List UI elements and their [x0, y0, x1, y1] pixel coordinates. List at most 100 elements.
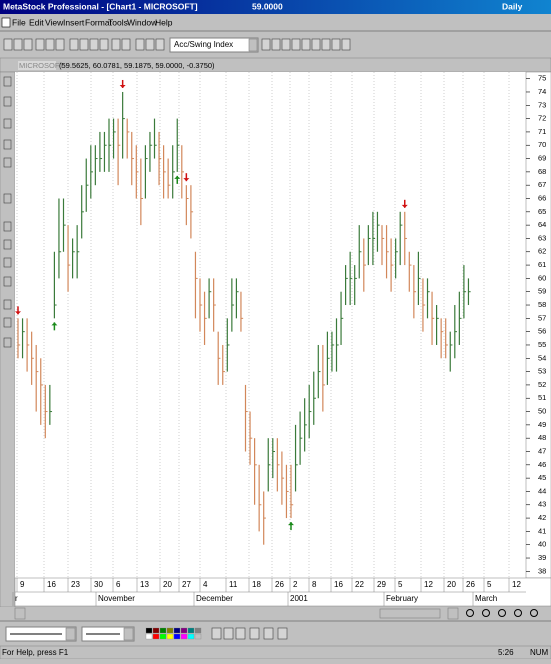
month-label: December	[196, 594, 233, 603]
signal-arrow	[401, 204, 408, 208]
y-tick-label: 73	[538, 100, 546, 109]
palette-color[interactable]	[159, 627, 167, 634]
tool-button[interactable]	[155, 38, 165, 51]
plot-area	[15, 72, 526, 578]
draw-tool[interactable]	[3, 221, 12, 232]
palette-color[interactable]	[166, 627, 174, 634]
tool-button[interactable]	[35, 38, 45, 51]
tool-button[interactable]	[3, 38, 13, 51]
combo-arrow[interactable]	[248, 38, 258, 52]
draw-tool[interactable]	[3, 96, 12, 107]
tool-button[interactable]	[55, 38, 65, 51]
tool-button[interactable]	[271, 38, 281, 51]
x-tick-label: 4	[203, 580, 208, 589]
draw-tool[interactable]	[3, 337, 12, 348]
menu-item[interactable]: Tools	[108, 17, 128, 27]
draw-tool[interactable]	[3, 118, 12, 129]
menu-item[interactable]: Window	[127, 17, 158, 27]
tool-button[interactable]	[321, 38, 331, 51]
toolbar	[3, 38, 351, 51]
tool-button[interactable]	[89, 38, 99, 51]
palette-color[interactable]	[194, 627, 202, 634]
palette-color[interactable]	[166, 633, 174, 640]
status-help: For Help, press F1	[2, 648, 69, 657]
x-tick-label: 30	[94, 580, 103, 589]
palette-color[interactable]	[159, 633, 167, 640]
tool-button[interactable]	[69, 38, 79, 51]
palette-color[interactable]	[180, 627, 188, 634]
palette-color[interactable]	[145, 627, 153, 634]
scroll-left[interactable]	[14, 607, 26, 620]
zoom-btn[interactable]	[482, 609, 490, 617]
month-label: 2001	[290, 594, 308, 603]
tool-button[interactable]	[211, 627, 222, 640]
tool-button[interactable]	[291, 38, 301, 51]
tool-button[interactable]	[135, 38, 145, 51]
tool-button[interactable]	[235, 627, 246, 640]
plot: 3839404142434445464748495051525354555657…	[12, 72, 546, 606]
menu-item[interactable]: View	[45, 17, 64, 27]
tool-button[interactable]	[277, 627, 288, 640]
doc-icon	[1, 17, 11, 28]
zoom-btn[interactable]	[466, 609, 474, 617]
scrollbar[interactable]	[0, 607, 551, 620]
zoom-btn[interactable]	[530, 609, 538, 617]
scroll-thumb[interactable]	[379, 608, 441, 619]
menu-item[interactable]: Format	[85, 17, 113, 27]
tool-button[interactable]	[301, 38, 311, 51]
tool-button[interactable]	[263, 627, 274, 640]
draw-tool[interactable]	[3, 317, 12, 328]
palette-color[interactable]	[180, 633, 188, 640]
tool-button[interactable]	[45, 38, 55, 51]
draw-tool[interactable]	[3, 193, 12, 204]
y-tick-label: 47	[538, 446, 546, 455]
menu-item[interactable]: Help	[155, 17, 173, 27]
tool-button[interactable]	[281, 38, 291, 51]
y-tick-label: 67	[538, 180, 546, 189]
palette-color[interactable]	[173, 627, 181, 634]
periodicity[interactable]: Daily	[502, 1, 523, 11]
tool-button[interactable]	[111, 38, 121, 51]
zoom-btn[interactable]	[514, 609, 522, 617]
zoom-btn[interactable]	[498, 609, 506, 617]
palette-color[interactable]	[145, 633, 153, 640]
draw-tool[interactable]	[3, 157, 12, 168]
y-tick-label: 44	[538, 486, 546, 495]
draw-tool[interactable]	[3, 76, 12, 87]
drawing-tools	[3, 76, 12, 348]
tool-button[interactable]	[223, 627, 234, 640]
draw-tool[interactable]	[3, 239, 12, 250]
combo-arrow[interactable]	[123, 627, 134, 641]
draw-tool[interactable]	[3, 139, 12, 150]
tool-button[interactable]	[311, 38, 321, 51]
y-tick-label: 62	[538, 247, 546, 256]
tool-button[interactable]	[249, 627, 260, 640]
tool-button[interactable]	[331, 38, 341, 51]
palette-color[interactable]	[152, 633, 160, 640]
draw-tool[interactable]	[3, 276, 12, 287]
tool-button[interactable]	[341, 38, 351, 51]
menu-item[interactable]: Edit	[29, 17, 44, 27]
tool-button[interactable]	[13, 38, 23, 51]
tool-button[interactable]	[99, 38, 109, 51]
tool-button[interactable]	[261, 38, 271, 51]
y-tick-label: 43	[538, 500, 546, 509]
palette-color[interactable]	[187, 633, 195, 640]
indicator-combo[interactable]	[169, 37, 259, 53]
y-tick-label: 71	[538, 127, 546, 136]
x-tick-label: 29	[377, 580, 386, 589]
draw-tool[interactable]	[3, 257, 12, 268]
draw-tool[interactable]	[3, 299, 12, 310]
scroll-right[interactable]	[447, 607, 459, 620]
tool-button[interactable]	[145, 38, 155, 51]
tool-button[interactable]	[79, 38, 89, 51]
menu-item[interactable]: Insert	[63, 17, 85, 27]
palette-color[interactable]	[173, 633, 181, 640]
tool-button[interactable]	[23, 38, 33, 51]
tool-button[interactable]	[121, 38, 131, 51]
palette-color[interactable]	[194, 633, 202, 640]
menu-item[interactable]: File	[12, 17, 26, 27]
palette-color[interactable]	[152, 627, 160, 634]
palette-color[interactable]	[187, 627, 195, 634]
combo-arrow[interactable]	[65, 627, 76, 641]
